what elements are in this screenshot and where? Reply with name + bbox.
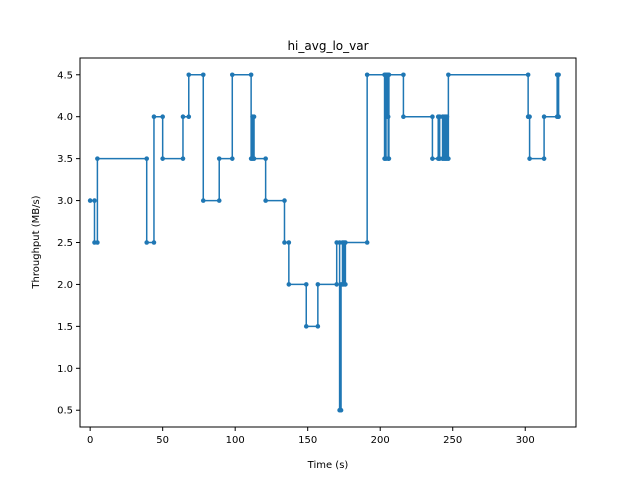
data-point <box>541 114 547 119</box>
x-tick-label: 200 <box>371 435 390 446</box>
data-point <box>87 198 93 203</box>
data-point <box>556 114 561 119</box>
y-tick-label: 4.0 <box>57 112 73 123</box>
data-point <box>229 72 235 78</box>
y-tick-label: 0.5 <box>57 406 73 417</box>
y-axis-ticks: 0.5 1.0 1.5 2.0 2.5 3.0 3.5 4.0 4.5 <box>57 70 80 417</box>
data-point <box>200 198 206 203</box>
data-point <box>151 114 157 119</box>
data-point <box>430 156 435 161</box>
x-axis-ticks: 0 50 100 150 200 250 300 <box>87 427 535 446</box>
data-point <box>541 156 547 161</box>
data-point <box>151 240 157 245</box>
data-point <box>186 114 192 119</box>
plot-area <box>87 72 561 413</box>
data-point <box>430 114 435 119</box>
data-point <box>92 198 97 203</box>
data-point <box>216 198 222 203</box>
data-point <box>180 114 186 119</box>
data-point <box>525 72 531 78</box>
data-point <box>315 324 321 329</box>
data-point <box>527 114 532 119</box>
y-axis-label: Throughput (MB/s) <box>31 195 42 289</box>
data-point <box>386 72 392 78</box>
data-point <box>338 407 344 413</box>
data-point <box>385 114 391 119</box>
data-point <box>315 282 321 287</box>
data-point <box>303 282 309 287</box>
data-point <box>200 72 206 78</box>
data-point <box>144 240 150 245</box>
data-point <box>343 282 348 287</box>
data-point <box>286 240 292 245</box>
data-point <box>364 240 370 245</box>
data-point <box>401 114 406 119</box>
data-point <box>248 72 254 78</box>
data-point <box>446 156 451 161</box>
x-tick-label: 100 <box>226 435 245 446</box>
data-point <box>303 324 309 329</box>
data-point <box>186 72 192 78</box>
data-point <box>160 114 165 119</box>
data-point <box>144 156 150 161</box>
data-point <box>251 156 257 161</box>
data-point <box>556 72 561 78</box>
data-point <box>527 156 532 161</box>
y-tick-label: 3.0 <box>57 196 73 207</box>
y-tick-label: 2.0 <box>57 280 73 291</box>
x-tick-label: 50 <box>156 435 169 446</box>
y-tick-label: 1.5 <box>57 322 73 333</box>
data-point <box>95 156 100 161</box>
data-point <box>180 156 186 161</box>
x-tick-label: 150 <box>298 435 317 446</box>
x-tick-label: 300 <box>516 435 535 446</box>
data-point <box>401 72 406 78</box>
y-tick-label: 2.5 <box>57 238 73 249</box>
axes-frame <box>79 57 577 428</box>
data-point <box>251 114 257 119</box>
x-tick-label: 0 <box>87 435 93 446</box>
data-point <box>444 114 450 119</box>
data-point <box>343 240 348 245</box>
data-point <box>263 198 268 203</box>
y-tick-label: 3.5 <box>57 154 73 165</box>
data-point <box>334 282 340 287</box>
y-tick-label: 4.5 <box>57 70 73 81</box>
data-point <box>282 240 287 245</box>
data-point <box>446 72 451 78</box>
data-point <box>386 156 392 161</box>
data-point <box>263 156 268 161</box>
data-point <box>160 156 165 161</box>
x-tick-label: 250 <box>443 435 462 446</box>
chart-title: hi_avg_lo_var <box>287 39 368 53</box>
data-point <box>216 156 222 161</box>
data-point <box>364 72 370 78</box>
data-point <box>286 282 292 287</box>
data-point <box>282 198 287 203</box>
data-point <box>95 240 100 245</box>
data-point <box>229 156 235 161</box>
x-axis-label: Time (s) <box>307 460 349 471</box>
y-tick-label: 1.0 <box>57 364 73 375</box>
